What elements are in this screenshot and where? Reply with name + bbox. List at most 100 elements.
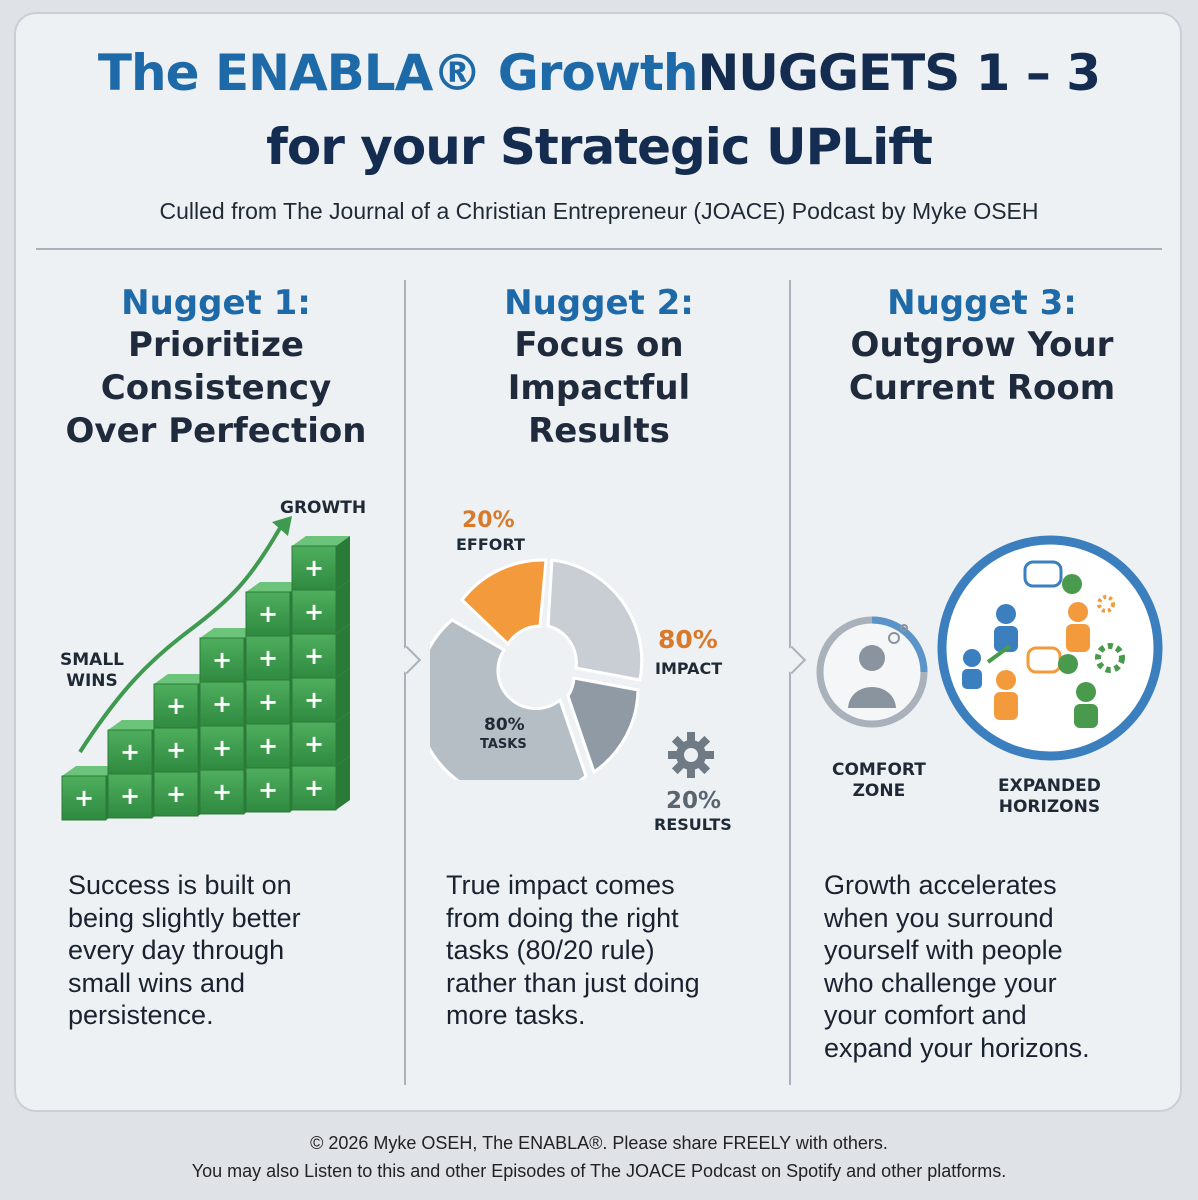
nugget-2-title-line: Results <box>528 411 670 451</box>
nugget-3-title-line: Current Room <box>848 368 1116 408</box>
copyright-notice: © 2026 Myke OSEH, The ENABLA®. Please sh… <box>310 1133 888 1153</box>
cube-side <box>336 624 350 678</box>
cube-front <box>291 545 337 591</box>
nugget-1-heading: Nugget 1: <box>121 283 311 323</box>
cube-front <box>153 771 199 817</box>
cube-front <box>245 767 291 813</box>
nugget-2-title-line: Focus on <box>514 325 684 365</box>
description-line: rather than just doing <box>446 967 700 998</box>
description-line: expand your horizons. <box>824 1032 1090 1063</box>
tasks-percent: 80% <box>484 715 525 735</box>
cube-front <box>153 683 199 729</box>
effort-segment <box>459 558 548 647</box>
comfort-zone-label-line: ZONE <box>852 781 906 801</box>
cube-front <box>291 677 337 723</box>
cube-top <box>154 674 212 684</box>
plus-icon: + <box>212 646 232 674</box>
expanded-horizons-label-line: EXPANDED <box>998 776 1101 796</box>
plus-icon: + <box>304 730 324 758</box>
expanded-horizons-label-line: HORIZONS <box>998 797 1101 817</box>
comfort-zone-illustration <box>816 535 1163 761</box>
results-percent: 20% <box>666 788 722 814</box>
description-line: when you surround <box>824 902 1054 933</box>
nugget-2-title-line: Impactful <box>507 368 691 408</box>
column-divider-1 <box>404 280 406 1085</box>
title-part-1: The ENABLA® Growth <box>97 44 699 102</box>
description-line: Success is built on <box>68 870 292 900</box>
plus-icon: + <box>304 774 324 802</box>
plus-icon: + <box>258 600 278 628</box>
plus-icon: + <box>212 734 232 762</box>
comfort-zone-label: COMFORT ZONE <box>832 760 926 802</box>
nugget-2-heading: Nugget 2: <box>504 283 694 323</box>
nugget-3-heading: Nugget 3: <box>887 283 1077 323</box>
nugget-1-title-line: Consistency <box>100 368 332 408</box>
page-title-line-2: for your Strategic UPLift <box>266 118 933 176</box>
small-wins-label: SMALL WINS <box>60 650 124 692</box>
description-line: tasks (80/20 rule) <box>446 935 655 965</box>
impact-percent: 80% <box>658 625 718 654</box>
effort-label: EFFORT <box>456 535 525 554</box>
effort-percent: 20% <box>462 508 515 533</box>
page-title: The ENABLA® GrowthNUGGETS 1 – 3 <box>0 44 1198 102</box>
description-line: your comfort and <box>824 1000 1027 1030</box>
comfort-zone-label-line: COMFORT <box>832 760 926 780</box>
cube-top <box>292 536 350 546</box>
cube-front <box>61 775 107 821</box>
plus-icon: + <box>258 776 278 804</box>
description-line: Growth accelerates <box>824 870 1057 900</box>
plus-icon: + <box>166 780 186 808</box>
cube-side <box>336 668 350 722</box>
pareto-donut-chart <box>430 558 644 780</box>
thinking-person-icon <box>848 624 908 708</box>
cube-side <box>336 712 350 766</box>
small-wins-label-line: SMALL <box>60 650 124 670</box>
cube-front <box>245 723 291 769</box>
tasks-segment <box>430 618 588 780</box>
description-line: small wins and <box>68 967 246 998</box>
plus-icon: + <box>258 688 278 716</box>
nugget-3-title-line: Outgrow Your <box>850 325 1114 365</box>
plus-icon: + <box>304 686 324 714</box>
plus-icon: + <box>212 778 232 806</box>
impact-label: IMPACT <box>655 659 723 678</box>
description-line: yourself with people <box>824 935 1063 965</box>
small-wins-label-line: WINS <box>66 671 118 691</box>
plus-icon: + <box>304 554 324 582</box>
cube-side <box>336 580 350 634</box>
growth-arrow <box>78 527 282 754</box>
cube-front <box>199 681 245 727</box>
cube-front <box>291 765 337 811</box>
plus-icon: + <box>166 736 186 764</box>
nugget-1-title-line: Prioritize <box>128 325 304 365</box>
plus-icon: + <box>120 738 140 766</box>
people-network-icon <box>962 560 1125 728</box>
plus-icon: + <box>166 692 186 720</box>
description-line: persistence. <box>68 1000 214 1030</box>
cube-top <box>108 720 166 730</box>
nugget-3-description: Growth accelerates when you surround you… <box>824 869 1090 1064</box>
subtitle: Culled from The Journal of a Christian E… <box>159 198 1039 224</box>
podcast-notice: You may also Listen to this and other Ep… <box>191 1161 1007 1181</box>
cube-front <box>199 637 245 683</box>
cube-front <box>153 727 199 773</box>
cube-top <box>246 582 304 592</box>
plus-icon: + <box>258 732 278 760</box>
nugget-2-header: Nugget 2: Focus on Impactful Results <box>414 282 784 453</box>
plus-icon: + <box>212 690 232 718</box>
gear-icon <box>668 732 714 778</box>
cube-side <box>336 756 350 810</box>
cube-side <box>336 536 350 590</box>
nugget-1-header: Nugget 1: Prioritize Consistency Over Pe… <box>31 282 401 453</box>
nugget-2-description: True impact comes from doing the right t… <box>446 869 700 1032</box>
plus-icon: + <box>120 782 140 810</box>
plus-icon: + <box>74 784 94 812</box>
nugget-1-title-line: Over Perfection <box>65 411 367 451</box>
plus-icon: + <box>258 644 278 672</box>
description-line: every day through <box>68 935 285 965</box>
header-divider <box>36 248 1162 250</box>
results-segment <box>566 676 640 775</box>
description-line: more tasks. <box>446 1000 586 1030</box>
cube-top <box>62 766 120 776</box>
growth-label: GROWTH <box>280 498 367 518</box>
